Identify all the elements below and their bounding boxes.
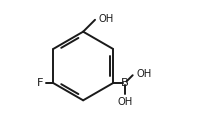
Text: OH: OH: [98, 14, 114, 24]
Text: OH: OH: [136, 69, 151, 79]
Text: F: F: [36, 78, 43, 88]
Text: OH: OH: [117, 97, 132, 107]
Text: B: B: [121, 78, 129, 88]
